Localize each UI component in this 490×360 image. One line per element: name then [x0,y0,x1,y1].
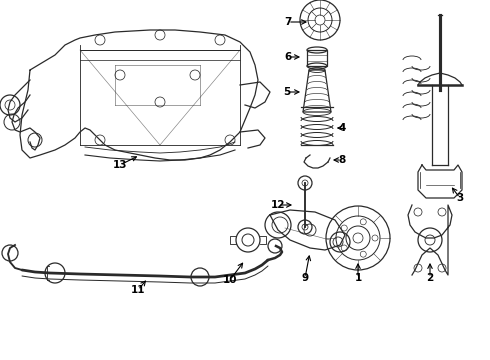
Text: 9: 9 [301,273,309,283]
Bar [307,50,327,66]
Text: 6: 6 [284,52,292,62]
Text: 3: 3 [456,193,464,203]
Text: 5: 5 [283,87,291,97]
Text: 10: 10 [223,275,237,285]
Text: 4: 4 [338,123,345,133]
Text: 2: 2 [426,273,434,283]
Text: 1: 1 [354,273,362,283]
Text: 11: 11 [131,285,145,295]
Text: 12: 12 [271,200,285,210]
Text: 7: 7 [284,17,292,27]
Text: 8: 8 [339,155,345,165]
Text: 13: 13 [113,160,127,170]
